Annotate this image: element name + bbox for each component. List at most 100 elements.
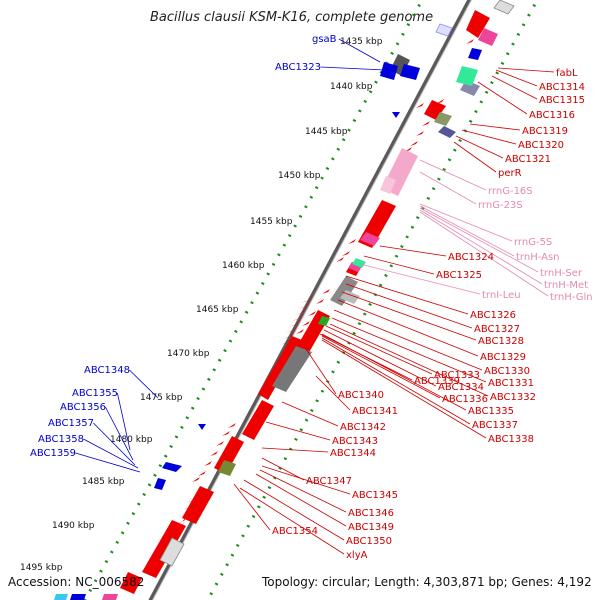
cds-arrow: [222, 425, 234, 436]
right-leader-line: [419, 205, 515, 257]
cds-feature: [120, 572, 142, 594]
cds-arrow: [436, 93, 448, 104]
left-gene-label: ABC1356: [60, 402, 106, 413]
cds-arrow: [210, 445, 222, 456]
right-leader-line: [341, 291, 477, 341]
right-gene-label: ABC1335: [468, 406, 514, 417]
right-gene-label: ABC1332: [490, 392, 536, 403]
cds-feature: [242, 400, 274, 440]
right-leader-line: [325, 325, 433, 375]
right-leader-line: [419, 211, 549, 297]
cds-arrow: [228, 417, 240, 428]
right-leader-line: [255, 473, 347, 527]
right-leader-line: [337, 299, 479, 357]
right-leader-line: [321, 335, 441, 399]
kbp-tick-label: 1470 kbp: [167, 349, 210, 359]
right-leader-line: [281, 401, 339, 427]
blue-feature: [70, 594, 86, 600]
kbp-tick-label: 1450 kbp: [278, 171, 321, 181]
right-gene-label: ABC1344: [330, 448, 376, 459]
right-gene-label: ABC1337: [472, 420, 518, 431]
cds-arrow: [428, 103, 440, 114]
right-leader-line: [261, 457, 305, 481]
cds-arrow: [198, 465, 210, 476]
trna-feature: [478, 28, 498, 46]
green-feature: [318, 316, 330, 326]
kbp-tick-label: 1490 kbp: [52, 521, 95, 531]
right-leader-line: [333, 309, 483, 371]
right-gene-label: ABC1336: [442, 394, 488, 405]
blue-feature: [198, 424, 206, 430]
right-leader-line: [469, 123, 521, 131]
left-leader-line: [117, 392, 131, 451]
green-feature: [456, 66, 478, 86]
cds-feature: [214, 436, 244, 474]
right-gene-label: ABC1325: [436, 270, 482, 281]
right-gene-label: fabL: [556, 68, 578, 79]
kbp-tick-label: 1495 kbp: [20, 563, 63, 573]
left-gene-label: ABC1348: [84, 365, 130, 376]
right-gene-label: ABC1349: [348, 522, 394, 533]
right-leader-line: [261, 465, 351, 495]
right-leader-line: [453, 141, 497, 173]
green-feature: [352, 258, 366, 268]
right-gene-label: ABC1315: [539, 95, 585, 106]
right-leader-line: [243, 479, 345, 541]
right-gene-label: ABC1327: [474, 324, 520, 335]
right-gene-label: ABC1345: [352, 490, 398, 501]
right-leader-line: [331, 317, 487, 383]
right-leader-line: [329, 323, 489, 397]
right-gene-label: perR: [498, 168, 522, 179]
right-gene-label: ABC1343: [332, 436, 378, 447]
cds-arrow: [342, 245, 354, 256]
right-leader-line: [491, 75, 538, 100]
right-leader-line: [315, 375, 351, 411]
trna-feature: [360, 232, 380, 246]
right-gene-label: ABC1347: [306, 476, 352, 487]
right-leader-line: [233, 483, 271, 531]
kbp-tick-label: 1465 kbp: [196, 305, 239, 315]
trna-feature: [348, 262, 362, 272]
cds-arrow: [302, 315, 314, 326]
left-leader-line: [105, 406, 134, 461]
right-gene-label: trnI-Leu: [482, 290, 521, 301]
right-leader-line: [497, 67, 555, 73]
gray-feature: [340, 290, 360, 304]
left-gene-label: ABC1323: [275, 62, 321, 73]
blue-feature: [154, 478, 166, 490]
right-leader-line: [303, 345, 337, 395]
olive-feature: [434, 112, 452, 126]
right-gene-label: ABC1320: [518, 140, 564, 151]
blue-feature: [468, 48, 482, 60]
left-gene-label: ABC1358: [38, 434, 84, 445]
right-leader-line: [461, 129, 517, 145]
gray-feature: [272, 346, 312, 392]
trna-feature: [102, 594, 118, 600]
cds-arrow: [336, 251, 348, 262]
right-leader-line: [419, 171, 477, 205]
cds-feature: [258, 336, 302, 400]
blue-feature: [54, 594, 68, 600]
right-gene-label: ABC1350: [346, 536, 392, 547]
kbp-tick-label: 1435 kbp: [340, 37, 383, 47]
cds-arrow: [410, 135, 422, 146]
left-leader-line: [83, 438, 139, 469]
cds-arrow: [474, 23, 486, 34]
right-leader-line: [259, 469, 347, 513]
right-leader-line: [321, 339, 487, 439]
right-gene-label: ABC1329: [480, 352, 526, 363]
right-gene-label: ABC1339: [414, 376, 460, 387]
right-gene-label: ABC1326: [470, 310, 516, 321]
blue-feature: [435, 23, 453, 37]
right-leader-line: [345, 283, 473, 329]
gray-feature: [330, 276, 358, 306]
blue-feature: [162, 462, 182, 472]
right-gene-label: rrnG-23S: [478, 200, 523, 211]
right-gene-label: ABC1334: [438, 382, 484, 393]
right-leader-line: [495, 69, 538, 87]
cds-arrow: [466, 33, 478, 44]
right-gene-label: trnH-Met: [544, 280, 588, 291]
cds-arrow: [480, 15, 492, 26]
right-leader-line: [323, 329, 437, 387]
